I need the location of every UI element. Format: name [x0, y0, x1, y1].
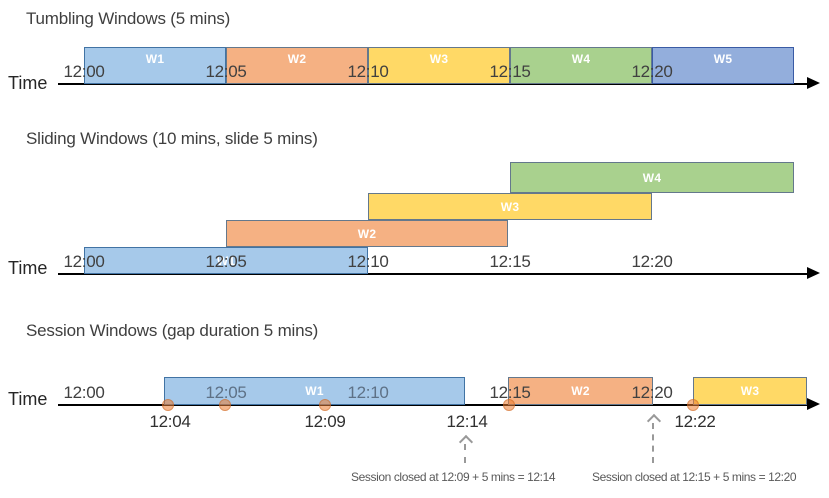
window-label: W4 [642, 170, 662, 185]
time-axis-line [58, 83, 808, 85]
window-label: W1 [145, 52, 165, 66]
window-box-w4: W4 [510, 47, 652, 84]
window-label: W5 [713, 52, 733, 66]
tick-label: 12:05 [205, 252, 247, 271]
section-title-sliding: Sliding Windows (10 mins, slide 5 mins) [26, 129, 318, 148]
event-dot [319, 399, 331, 411]
window-box-w1: W1 [84, 247, 368, 274]
event-dot [503, 399, 515, 411]
tick-label: 12:10 [347, 252, 389, 271]
time-axis-label: Time [8, 73, 48, 93]
time-axis-arrowhead [807, 77, 820, 89]
tick-label: 12:00 [63, 252, 105, 271]
tick-label: 12:20 [631, 252, 673, 271]
session-close-note: Session closed at 12:09 + 5 mins = 12:14 [351, 470, 556, 484]
window-label: W1 [305, 384, 324, 398]
tick-label: 12:20 [631, 383, 673, 402]
event-time-label: 12:09 [304, 412, 346, 431]
session-close-note: Session closed at 12:15 + 5 mins = 12:20 [592, 470, 797, 484]
tick-label: 12:00 [63, 62, 105, 81]
window-box-w4: W4 [510, 162, 794, 193]
time-axis-label: Time [8, 389, 48, 409]
tick-label: 12:05 [205, 62, 247, 81]
section-title-tumbling: Tumbling Windows (5 mins) [26, 9, 231, 28]
window-box-w3: W3 [693, 377, 807, 405]
tick-label: 12:15 [489, 383, 531, 402]
event-dot [219, 399, 231, 411]
tick-label: 12:05 [205, 383, 247, 402]
window-box-w1: W1 [164, 377, 465, 405]
window-label: W3 [740, 384, 760, 398]
window-box-w2: W2 [508, 377, 653, 405]
session-close-arrowhead [646, 413, 662, 429]
window-label: W3 [500, 199, 520, 214]
window-label: W2 [357, 226, 377, 241]
event-dot [162, 399, 174, 411]
time-axis-line [58, 404, 808, 406]
window-box-w2: W2 [226, 47, 368, 84]
time-axis-label: Time [8, 258, 48, 278]
tick-label: 12:15 [489, 252, 531, 271]
section-title-session: Session Windows (gap duration 5 mins) [26, 321, 319, 340]
window-box-w1: W1 [84, 47, 226, 84]
window-label: W2 [287, 52, 307, 66]
window-box-w5: W5 [652, 47, 794, 84]
event-time-label: 12:22 [674, 412, 716, 431]
tick-label: 12:10 [347, 383, 389, 402]
window-box-w3: W3 [368, 193, 652, 220]
window-label: W2 [571, 384, 590, 398]
window-label: W4 [571, 52, 591, 66]
window-box-w3: W3 [368, 47, 510, 84]
tick-label: 12:10 [347, 62, 389, 81]
event-dot [687, 399, 699, 411]
session-close-arrow-stem [464, 444, 466, 463]
tick-label: 12:15 [489, 62, 531, 81]
event-time-label: 12:14 [446, 412, 488, 431]
tick-label: 12:20 [631, 62, 673, 81]
session-close-arrow-stem [652, 423, 654, 463]
window-box-w2: W2 [226, 220, 508, 247]
time-axis-line [58, 273, 808, 275]
tick-label: 12:00 [63, 383, 105, 402]
time-axis-arrowhead [807, 398, 820, 410]
time-axis-arrowhead [807, 267, 820, 279]
window-label: W3 [429, 52, 449, 66]
session-close-arrowhead [458, 434, 474, 450]
window-label: W1 [216, 253, 236, 268]
event-time-label: 12:04 [149, 412, 191, 431]
